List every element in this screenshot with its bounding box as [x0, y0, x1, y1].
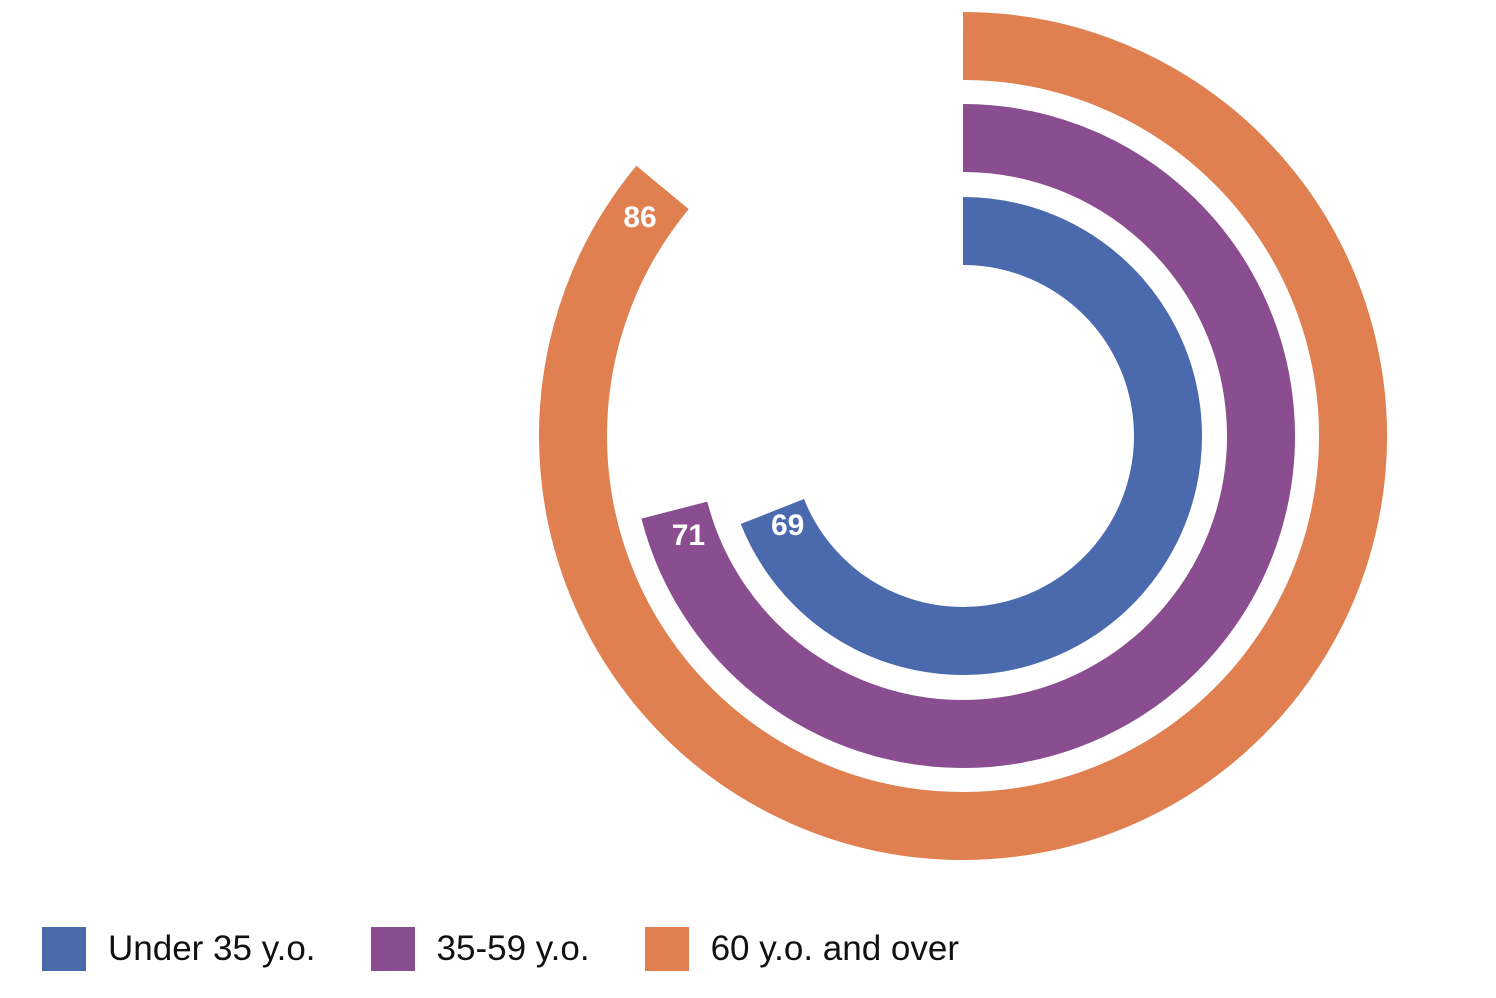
data-label-86: 86 [623, 201, 656, 234]
data-label-69: 69 [771, 509, 804, 542]
legend-item-35-59: 35-59 y.o. [370, 927, 590, 971]
chart-arcs [539, 12, 1387, 860]
arc-71 [641, 104, 1295, 768]
arc-69 [740, 197, 1202, 675]
radial-bar-chart: 69 71 86 [539, 12, 1387, 860]
chart-data-labels: 69 71 86 [623, 201, 804, 552]
arc-86 [539, 12, 1387, 860]
legend-label-60-and-over: 60 y.o. and over [710, 929, 959, 968]
legend-label-under-35: Under 35 y.o. [108, 929, 316, 968]
data-label-71: 71 [672, 519, 705, 552]
legend-item-60-and-over: 60 y.o. and over [644, 927, 959, 971]
legend-swatch-60-and-over [644, 927, 689, 971]
legend-swatch-under-35 [42, 927, 86, 971]
legend-swatch-35-59 [370, 927, 415, 971]
legend-label-35-59: 35-59 y.o. [436, 929, 590, 968]
legend: Under 35 y.o. 35-59 y.o. 60 y.o. and ove… [42, 926, 1014, 972]
legend-item-under-35: Under 35 y.o. [42, 927, 316, 971]
